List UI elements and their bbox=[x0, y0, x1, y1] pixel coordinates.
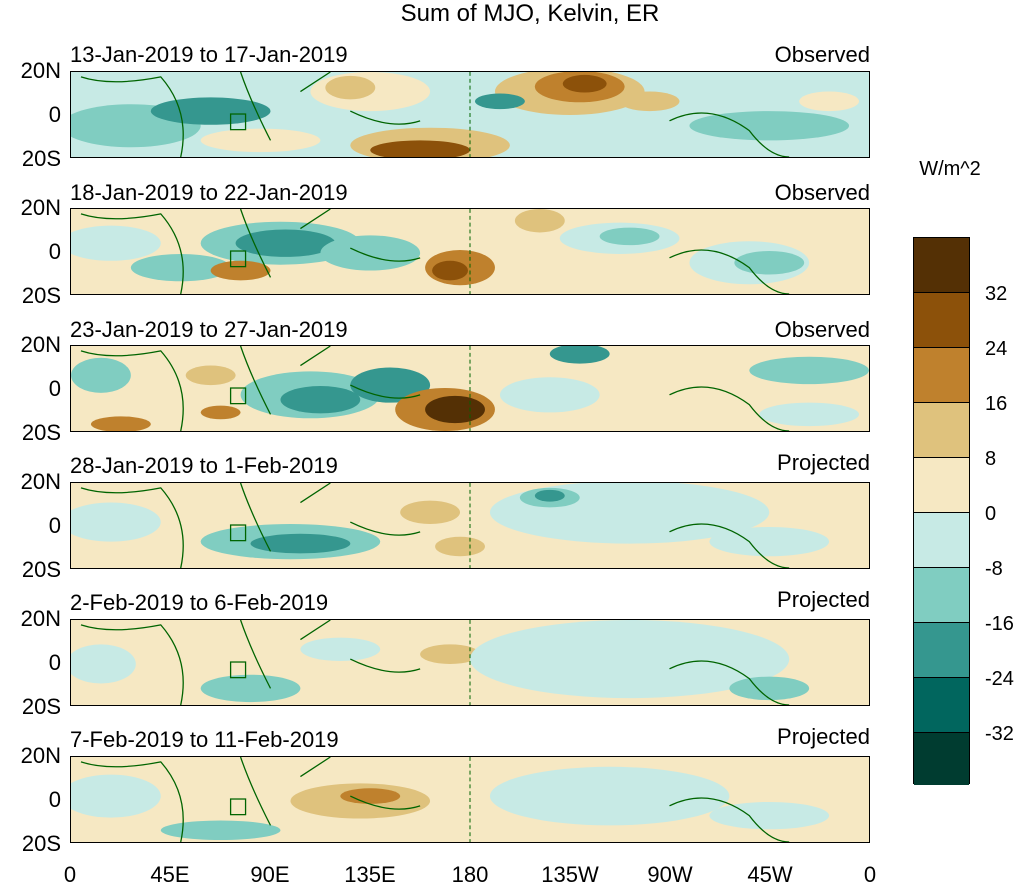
lon-label-0: 0 bbox=[63, 862, 77, 887]
panel-1-status: Observed bbox=[774, 42, 870, 67]
lon-label-90e: 90E bbox=[250, 862, 290, 887]
lat-label-20n: 20N bbox=[20, 332, 61, 357]
colorbar-label-32: 32 bbox=[985, 283, 1008, 305]
lat-label-20s: 20S bbox=[21, 283, 61, 308]
lat-label-0: 0 bbox=[48, 239, 61, 264]
panel-2-status: Observed bbox=[774, 180, 870, 205]
colorbar-label-24: 24 bbox=[985, 338, 1008, 360]
colorbar-swatch-8 bbox=[914, 623, 969, 678]
colorbar-label-m8: -8 bbox=[985, 558, 1003, 580]
panel-6-dates: 7-Feb-2019 to 11-Feb-2019 bbox=[70, 727, 339, 752]
lon-label-45w: 45W bbox=[747, 862, 793, 887]
panel-2-dates: 18-Jan-2019 to 22-Jan-2019 bbox=[70, 180, 348, 205]
colorbar-swatch-9 bbox=[914, 678, 969, 733]
panel-1-dates: 13-Jan-2019 to 17-Jan-2019 bbox=[70, 42, 348, 67]
lat-label-20s: 20S bbox=[21, 420, 61, 445]
colorbar-label-8: 8 bbox=[985, 448, 997, 470]
panel-4-status: Projected bbox=[777, 450, 870, 475]
colorbar-swatch-3 bbox=[914, 348, 969, 403]
colorbar bbox=[913, 237, 970, 785]
lon-label-90w: 90W bbox=[647, 862, 693, 887]
colorbar-unit: W/m^2 bbox=[919, 158, 981, 180]
lat-label-20n: 20N bbox=[20, 606, 61, 631]
panel-4-dates: 28-Jan-2019 to 1-Feb-2019 bbox=[70, 453, 338, 478]
map-panel-4 bbox=[70, 482, 870, 569]
map-panel-1 bbox=[70, 71, 870, 158]
map-panel-5 bbox=[70, 619, 870, 706]
lon-label-135e: 135E bbox=[344, 862, 396, 887]
map-panel-3 bbox=[70, 345, 870, 432]
lat-label-0: 0 bbox=[48, 102, 61, 127]
panel-5-status: Projected bbox=[777, 587, 870, 612]
lat-label-20n: 20N bbox=[20, 469, 61, 494]
lat-label-20n: 20N bbox=[20, 58, 61, 83]
lat-label-0: 0 bbox=[48, 650, 61, 675]
lat-label-20s: 20S bbox=[21, 146, 61, 171]
lat-label-20s: 20S bbox=[21, 694, 61, 719]
colorbar-swatch-6 bbox=[914, 513, 969, 568]
panel-3-dates: 23-Jan-2019 to 27-Jan-2019 bbox=[70, 317, 348, 342]
lon-label-45e: 45E bbox=[150, 862, 190, 887]
panel-5-dates: 2-Feb-2019 to 6-Feb-2019 bbox=[70, 590, 329, 615]
colorbar-label-m24: -24 bbox=[985, 668, 1014, 690]
lon-label-0-end: 0 bbox=[863, 862, 877, 887]
panel-6-status: Projected bbox=[777, 724, 870, 749]
lat-label-0: 0 bbox=[48, 513, 61, 538]
lat-label-20s: 20S bbox=[21, 557, 61, 582]
map-panel-2 bbox=[70, 208, 870, 295]
colorbar-swatch-7 bbox=[914, 568, 969, 623]
lon-label-135w: 135W bbox=[541, 862, 599, 887]
figure-title: Sum of MJO, Kelvin, ER bbox=[400, 0, 660, 27]
colorbar-label-0: 0 bbox=[985, 503, 997, 525]
colorbar-label-m16: -16 bbox=[985, 613, 1014, 635]
lat-label-20n: 20N bbox=[20, 743, 61, 768]
map-panel-6 bbox=[70, 756, 870, 843]
lat-label-0: 0 bbox=[48, 787, 61, 812]
colorbar-swatch-4 bbox=[914, 403, 969, 458]
colorbar-swatch-1 bbox=[914, 238, 969, 293]
lat-label-20s: 20S bbox=[21, 831, 61, 856]
panel-3-status: Observed bbox=[774, 317, 870, 342]
colorbar-label-16: 16 bbox=[985, 393, 1008, 415]
lat-label-0: 0 bbox=[48, 376, 61, 401]
colorbar-swatch-5 bbox=[914, 458, 969, 513]
colorbar-swatch-2 bbox=[914, 293, 969, 348]
lat-label-20n: 20N bbox=[20, 195, 61, 220]
colorbar-label-m32: -32 bbox=[985, 723, 1014, 745]
colorbar-swatch-10 bbox=[914, 733, 969, 785]
lon-label-180: 180 bbox=[451, 862, 489, 887]
